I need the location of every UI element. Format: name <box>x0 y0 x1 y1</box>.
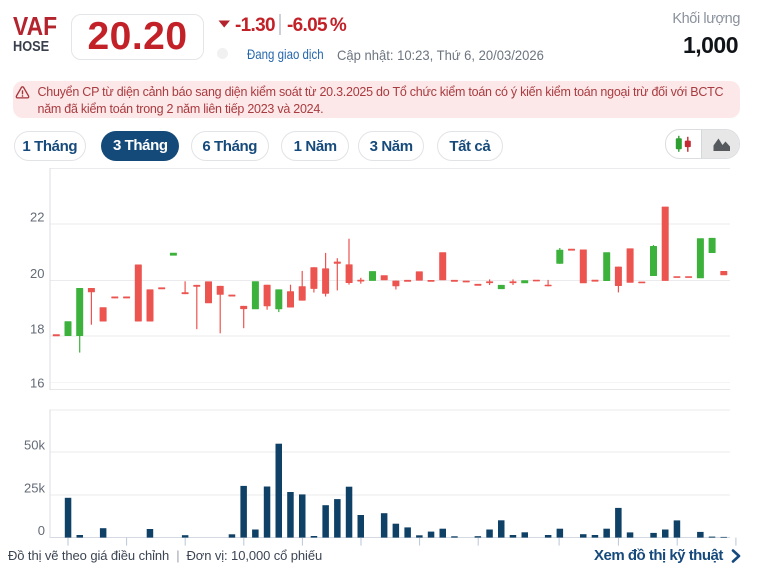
svg-text:16: 16 <box>30 375 44 390</box>
svg-text:22: 22 <box>30 210 44 225</box>
svg-text:50k: 50k <box>24 438 45 453</box>
svg-text:18: 18 <box>30 322 44 337</box>
svg-text:0: 0 <box>38 523 45 538</box>
svg-text:25k: 25k <box>24 480 45 495</box>
svg-text:20: 20 <box>30 266 44 281</box>
